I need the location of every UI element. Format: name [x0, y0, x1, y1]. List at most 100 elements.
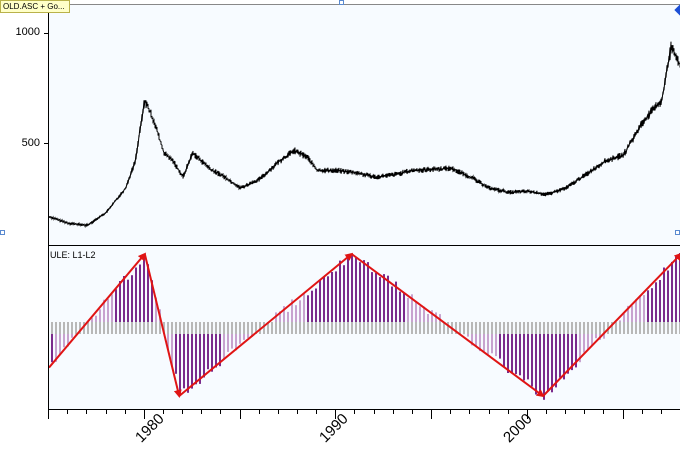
oscillator-bar: [147, 264, 149, 325]
pane-resize-handle-left[interactable]: [0, 230, 5, 235]
oscillator-band-segment: [159, 322, 161, 334]
oscillator-bar: [435, 312, 437, 329]
oscillator-bar: [395, 281, 397, 326]
oscillator-bar: [523, 327, 525, 381]
pane-resize-handle-top[interactable]: [339, 0, 344, 5]
oscillator-band-segment: [559, 322, 561, 334]
oscillator-band-segment: [167, 322, 169, 334]
oscillator-band-segment: [187, 322, 189, 334]
oscillator-bar: [119, 281, 121, 332]
oscillator-bar: [375, 273, 377, 331]
oscillator-band-segment: [107, 322, 109, 334]
oscillator-band-segment: [347, 322, 349, 334]
oscillator-band-segment: [655, 322, 657, 334]
oscillator-bar: [167, 324, 169, 350]
oscillator-band-segment: [619, 322, 621, 334]
oscillator-band-segment: [271, 322, 273, 334]
oscillator-pane[interactable]: [48, 245, 680, 409]
oscillator-bar: [483, 330, 485, 352]
oscillator-band-segment: [379, 322, 381, 334]
oscillator-band-segment: [259, 322, 261, 334]
oscillator-bar: [183, 328, 185, 389]
oscillator-bar: [363, 260, 365, 323]
x-tick: [545, 409, 547, 414]
oscillator-band-segment: [59, 322, 61, 334]
oscillator-bar: [487, 331, 489, 355]
oscillator-band-segment: [435, 322, 437, 334]
oscillator-bar: [431, 310, 433, 331]
oscillator-band-segment: [411, 322, 413, 334]
oscillator-band-segment: [263, 322, 265, 334]
oscillator-band-segment: [367, 322, 369, 334]
oscillator-band-segment: [579, 322, 581, 334]
oscillator-bar: [399, 291, 401, 327]
x-tick: [565, 409, 567, 414]
oscillator-band-segment: [151, 322, 153, 334]
oscillator-band-segment: [91, 322, 93, 334]
x-tick: [507, 409, 509, 414]
oscillator-bar: [543, 331, 545, 400]
x-tick: [641, 409, 643, 414]
pane-resize-handle-right[interactable]: [675, 230, 680, 235]
oscillator-band-segment: [595, 322, 597, 334]
oscillator-bar: [655, 282, 657, 330]
oscillator-band-segment: [195, 322, 197, 334]
oscillator-bar: [63, 327, 65, 348]
oscillator-band-segment: [555, 322, 557, 334]
oscillator-band-segment: [99, 322, 101, 334]
oscillator-bar: [123, 276, 125, 329]
oscillator-band-segment: [631, 322, 633, 334]
oscillator-band-segment: [343, 322, 345, 334]
oscillator-bar: [215, 331, 217, 368]
oscillator-band-segment: [407, 322, 409, 334]
x-tick: [86, 409, 88, 414]
oscillator-bar: [403, 293, 405, 327]
oscillator-bar: [387, 275, 389, 328]
x-tick: [239, 409, 241, 419]
oscillator-bar: [339, 260, 341, 331]
oscillator-bar: [635, 299, 637, 327]
oscillator-bar: [415, 301, 417, 327]
oscillator-band-segment: [591, 322, 593, 334]
oscillator-bar: [551, 329, 553, 393]
oscillator-bar: [311, 290, 313, 325]
oscillator-band-segment: [387, 322, 389, 334]
oscillator-bar: [187, 328, 189, 393]
oscillator-bar: [291, 299, 293, 324]
price-series-line: [49, 41, 680, 229]
oscillator-bar: [343, 265, 345, 332]
oscillator-band-segment: [375, 322, 377, 334]
oscillator-band-segment: [311, 322, 313, 334]
oscillator-bar: [519, 333, 521, 376]
oscillator-band-segment: [251, 322, 253, 334]
oscillator-bar: [379, 277, 381, 325]
x-tick: [277, 409, 279, 414]
oscillator-band-segment: [51, 322, 53, 334]
price-chart-pane[interactable]: [48, 4, 680, 245]
x-tick-label-2000: 2000: [500, 410, 536, 447]
x-axis: 1980 1990 2000: [48, 409, 680, 463]
oscillator-bar: [67, 325, 69, 347]
oscillator-band-segment: [143, 322, 145, 334]
oscillator-band-segment: [55, 322, 57, 334]
oscillator-band-segment: [147, 322, 149, 334]
chart-title-tag[interactable]: OLD.ASC + Go...: [0, 0, 70, 13]
oscillator-bar: [331, 272, 333, 332]
oscillator-band-segment: [71, 322, 73, 334]
x-tick: [431, 409, 432, 419]
oscillator-band-segment: [519, 322, 521, 334]
x-tick: [450, 409, 452, 414]
oscillator-band-segment: [219, 322, 221, 334]
oscillator-band-segment: [243, 322, 245, 334]
oscillator-svg: [49, 252, 680, 400]
oscillator-bar: [471, 327, 473, 346]
oscillator-bar: [563, 324, 565, 380]
oscillator-bar: [391, 286, 393, 331]
oscillator-bar: [651, 288, 653, 328]
oscillator-band-segment: [527, 322, 529, 334]
oscillator-bar: [335, 271, 337, 328]
x-tick: [335, 409, 337, 419]
oscillator-band-segment: [371, 322, 373, 334]
x-tick: [526, 409, 528, 419]
oscillator-band-segment: [255, 322, 257, 334]
